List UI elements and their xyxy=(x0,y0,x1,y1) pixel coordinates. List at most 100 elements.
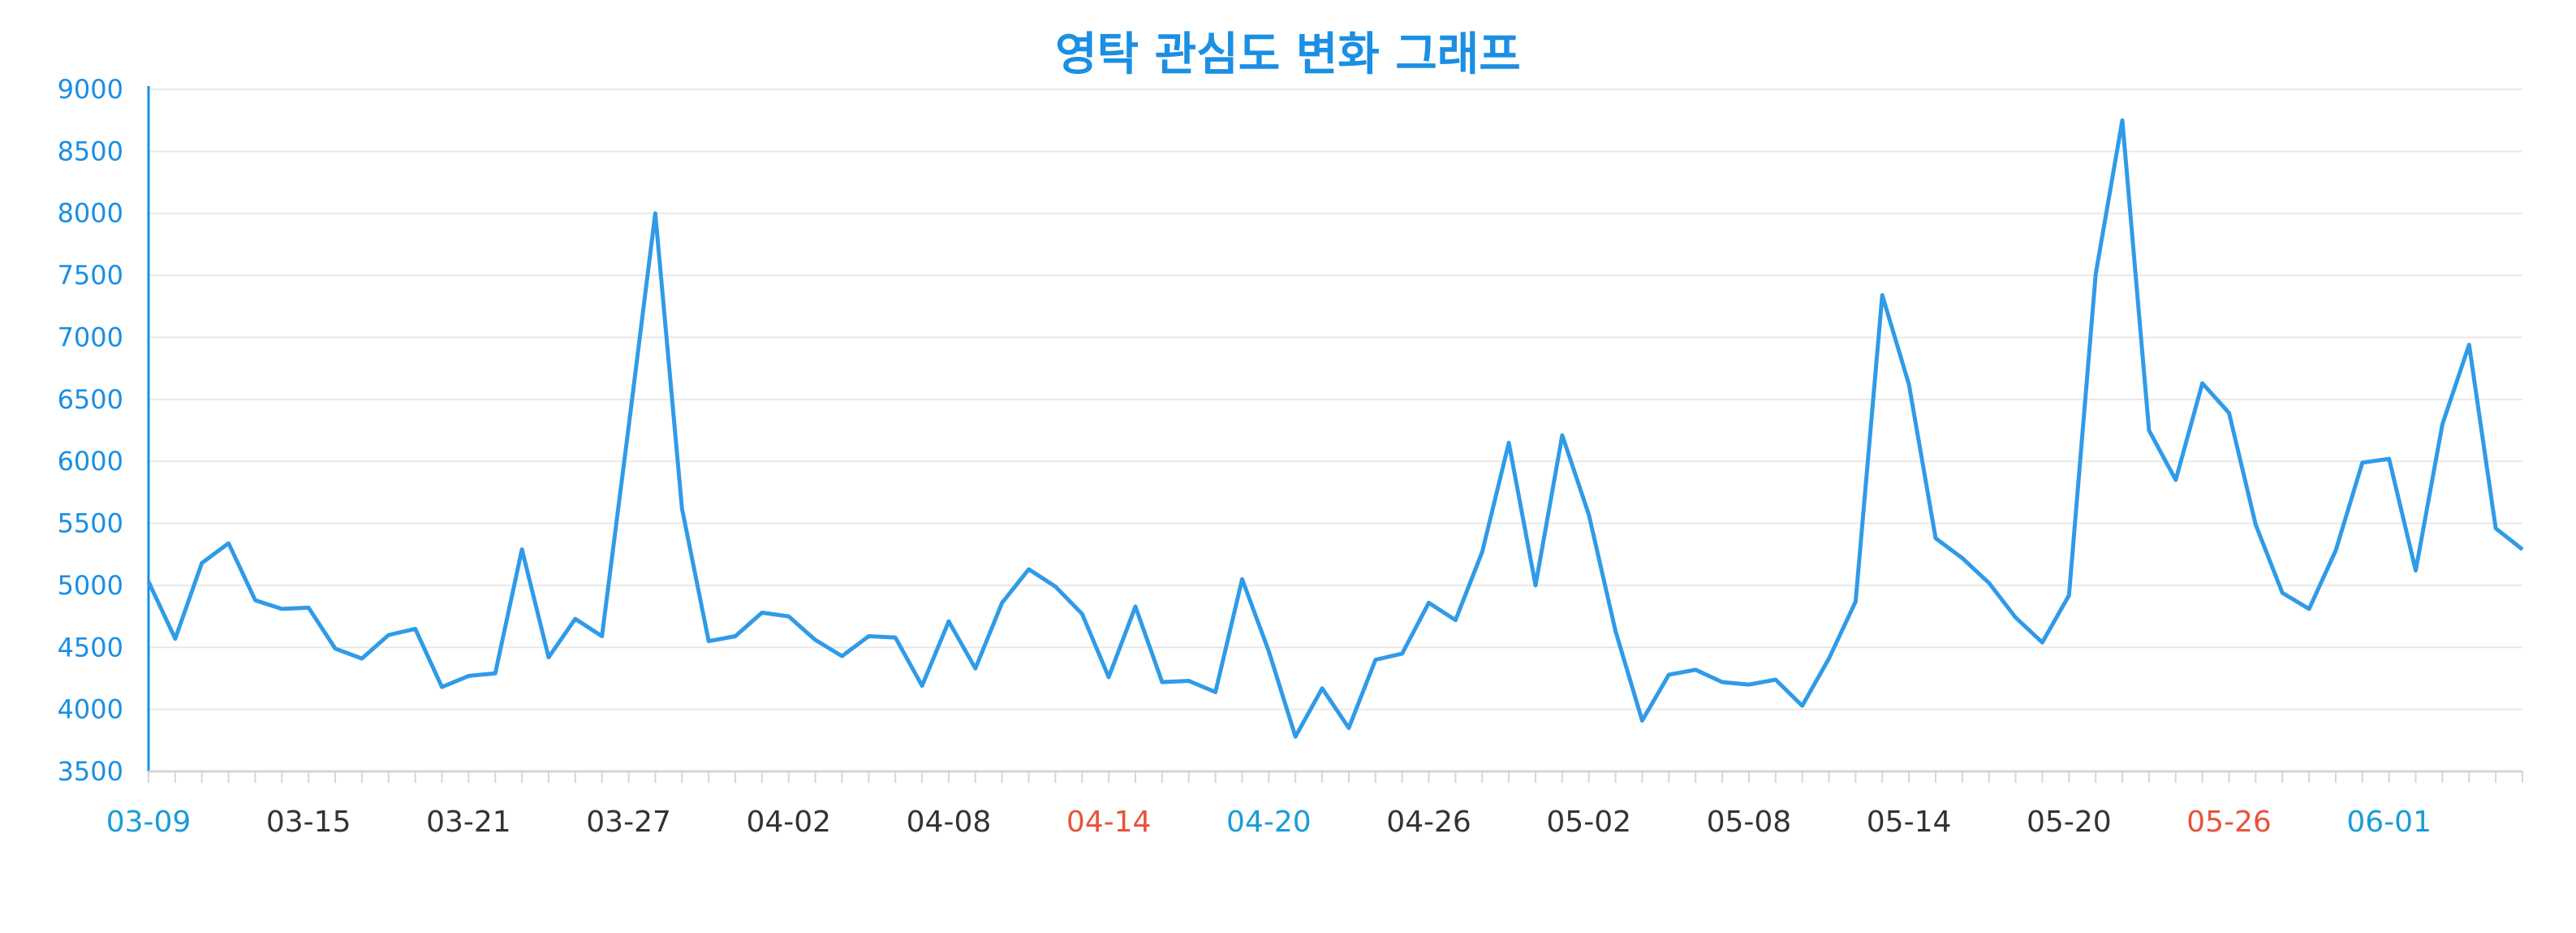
x-tick-label: 04-02 xyxy=(746,806,831,839)
x-tick-label: 03-09 xyxy=(106,806,192,839)
x-tick-label: 03-21 xyxy=(426,806,511,839)
data-point xyxy=(1000,600,1005,605)
data-point xyxy=(813,637,818,642)
y-tick-label: 6000 xyxy=(58,446,123,477)
data-point xyxy=(1853,599,1858,604)
data-point xyxy=(946,619,951,624)
data-point xyxy=(1320,686,1325,691)
data-point xyxy=(1266,649,1271,654)
data-point xyxy=(2226,411,2231,416)
y-tick-label: 4000 xyxy=(58,694,123,725)
y-tick-label: 5000 xyxy=(58,570,123,601)
y-tick-label: 9000 xyxy=(58,74,123,105)
x-axis-ticks: 03-09 03-15 03-21 03-27 04-02 04-08 04-14 04-20… xyxy=(106,771,2523,839)
data-point xyxy=(1906,382,1911,387)
data-point xyxy=(386,633,391,637)
series-line xyxy=(146,118,2524,739)
x-tick-label: 05-14 xyxy=(1867,806,1952,839)
data-point xyxy=(226,541,231,546)
x-tick-label: 04-20 xyxy=(1226,806,1312,839)
data-point xyxy=(839,654,844,659)
data-point xyxy=(1720,680,1725,685)
data-point xyxy=(546,654,551,659)
data-point xyxy=(733,634,738,639)
data-point xyxy=(1160,680,1165,685)
data-point xyxy=(1560,433,1565,438)
data-point xyxy=(2440,421,2445,426)
data-point xyxy=(173,637,178,641)
data-point xyxy=(1346,726,1351,731)
x-tick-label: 03-27 xyxy=(586,806,671,839)
data-point xyxy=(706,639,711,644)
data-point xyxy=(306,605,311,610)
data-point xyxy=(760,611,765,616)
data-point xyxy=(1293,734,1298,739)
y-tick-label: 3500 xyxy=(58,756,123,787)
y-tick-label: 7000 xyxy=(58,322,123,352)
data-point xyxy=(279,607,284,611)
x-tick-label: 05-26 xyxy=(2186,806,2272,839)
y-tick-label: 4500 xyxy=(58,632,123,663)
data-point xyxy=(1453,618,1458,623)
data-point xyxy=(1533,583,1538,588)
data-point xyxy=(333,646,338,651)
data-point xyxy=(2520,547,2525,552)
data-point xyxy=(2040,640,2044,645)
data-point xyxy=(1239,577,1244,581)
y-axis-tick-labels: 3500 4000 4500 5000 5500 6000 6500 7000 7500 8000… xyxy=(58,74,123,787)
data-point xyxy=(1027,567,1032,572)
data-point xyxy=(2093,272,2098,277)
data-point xyxy=(2173,477,2178,482)
x-tick-label: 04-26 xyxy=(1386,806,1471,839)
x-tick-label: 05-08 xyxy=(1707,806,1792,839)
data-point xyxy=(1933,536,1938,541)
x-tick-label: 04-14 xyxy=(1066,806,1152,839)
data-point xyxy=(866,634,871,639)
data-point xyxy=(920,684,924,689)
data-point xyxy=(440,685,445,689)
data-point xyxy=(2414,568,2419,573)
data-point xyxy=(1106,675,1111,680)
y-tick-label: 5500 xyxy=(58,508,123,539)
data-point xyxy=(146,579,151,584)
data-point xyxy=(493,671,498,676)
data-point xyxy=(1400,651,1405,656)
data-point xyxy=(600,634,605,639)
data-point xyxy=(1373,658,1378,663)
data-point xyxy=(1693,667,1698,672)
data-point xyxy=(1880,293,1885,298)
axes xyxy=(147,86,2522,773)
data-point xyxy=(200,560,205,565)
data-point xyxy=(786,614,791,619)
data-point xyxy=(1960,555,1965,560)
chart-title: 영탁 관심도 변화 그래프 xyxy=(1055,28,1521,81)
data-point xyxy=(2147,428,2152,433)
data-point xyxy=(1053,584,1058,589)
data-point xyxy=(893,635,898,640)
data-point xyxy=(2066,593,2071,598)
data-point xyxy=(1480,550,1484,555)
grid-lines xyxy=(149,89,2522,711)
data-point xyxy=(2360,460,2365,465)
data-point xyxy=(2200,381,2205,386)
data-point xyxy=(1747,682,1751,687)
data-point xyxy=(519,547,524,552)
data-point xyxy=(1133,604,1138,609)
data-point xyxy=(2120,118,2125,123)
data-point xyxy=(1213,689,1218,694)
data-point xyxy=(1639,718,1644,723)
y-tick-label: 8000 xyxy=(58,198,123,229)
data-point xyxy=(2466,343,2471,348)
data-point xyxy=(1587,512,1592,517)
data-point xyxy=(973,666,978,671)
x-tick-label: 05-02 xyxy=(1546,806,1631,839)
x-tick-label: 05-20 xyxy=(2027,806,2112,839)
data-point xyxy=(1666,672,1671,677)
data-point xyxy=(573,616,578,621)
x-tick-label: 04-08 xyxy=(907,806,992,839)
data-point xyxy=(252,598,257,603)
data-point xyxy=(2493,526,2498,531)
data-point xyxy=(679,506,684,511)
y-tick-label: 8500 xyxy=(58,136,123,166)
series-layer xyxy=(146,118,2525,739)
